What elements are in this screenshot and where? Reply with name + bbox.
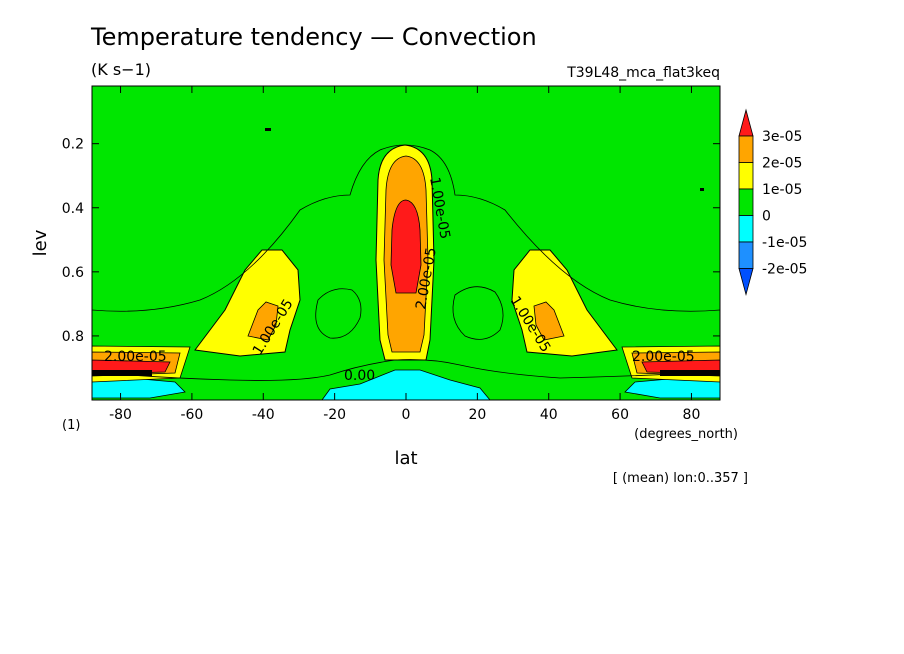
chart-title: Temperature tendency — Convection [90,23,537,51]
colorbar-swatch [738,188,754,216]
equatorial-core-red [390,199,422,294]
x-axis: -80 -60 -40 -20 0 20 40 60 80 [109,86,700,423]
colorbar-swatch [738,215,754,243]
y-axis: 0.2 0.4 0.6 0.8 [62,137,720,345]
zero-contour-upper [92,144,720,312]
y-tick-label: 0.6 [62,265,84,281]
x-tick-label: 60 [611,407,629,423]
colorbar-label: -1e-05 [762,235,807,251]
contour-field [92,86,720,400]
colorbar-label: -2e-05 [762,262,807,278]
x-tick-label: 0 [402,407,411,423]
surface-negative-center [321,369,491,400]
north-midlat-plume-orange [533,301,565,341]
closed-contour-left [315,288,362,339]
x-tick-label: -20 [323,407,346,423]
small-feature-left [265,128,271,131]
colorbar-label: 3e-05 [762,129,802,145]
colorbar-swatch [738,135,754,163]
y-tick-label: 0.4 [62,201,84,217]
contour-label: 0.00 [344,368,375,384]
south-polar-band-max [92,370,152,376]
closed-contour-right [452,286,504,340]
y-units-label: (1) [62,418,80,433]
colorbar-legend: 3e-05 2e-05 1e-05 0 -1e-05 -2e-05 [738,108,807,297]
colorbar-swatch [738,108,754,137]
x-tick-label: 40 [540,407,558,423]
x-tick-label: -60 [180,407,203,423]
north-polar-band-max [660,370,720,376]
colorbar-label: 0 [762,209,771,225]
colorbar-swatch [738,241,754,269]
contour-label: 2.00e-05 [104,349,167,365]
zero-contour-lower [92,359,720,381]
colorbar-label: 1e-05 [762,182,802,198]
experiment-label: T39L48_mca_flat3keq [566,65,720,81]
small-feature-right [700,188,704,191]
x-tick-label: 80 [683,407,701,423]
south-midlat-plume-orange [247,301,279,341]
y-tick-label: 0.8 [62,329,84,345]
x-units-label: (degrees_north) [634,427,738,442]
x-tick-label: -40 [252,407,275,423]
averaging-note: [ (mean) lon:0..357 ] [613,471,748,486]
y-axis-label: lev [30,229,51,256]
colorbar-label: 2e-05 [762,156,802,172]
x-tick-label: -80 [109,407,132,423]
x-axis-label: lat [394,448,417,469]
colorbar-swatch [738,162,754,190]
units-label: (K s−1) [91,60,151,79]
y-tick-label: 0.2 [62,137,84,153]
colorbar-swatch [738,268,754,297]
contour-label: 2.00e-05 [632,349,695,365]
x-tick-label: 20 [468,407,486,423]
